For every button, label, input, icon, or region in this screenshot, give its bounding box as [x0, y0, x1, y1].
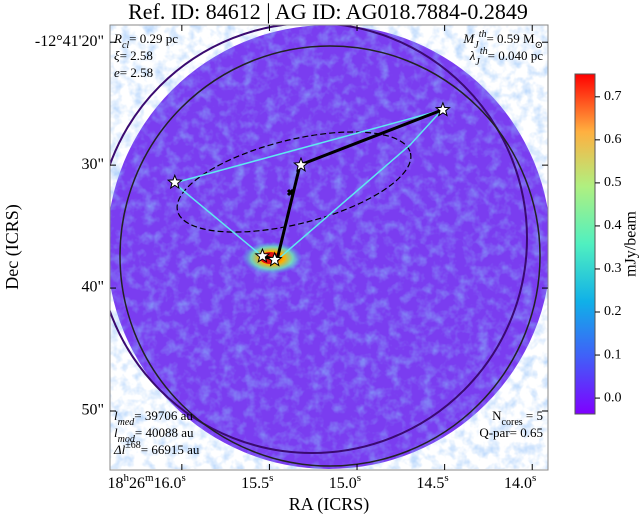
y-tick-label: -12°41'20": [35, 33, 104, 50]
annotation-part: M: [462, 31, 475, 46]
chart-title: Ref. ID: 84612 | AG ID: AG018.7884-0.284…: [128, 0, 528, 24]
annotation: Ncores = 5: [492, 408, 543, 428]
y-tick-label: 40": [81, 279, 104, 296]
annotation-part: cores: [502, 417, 523, 428]
x-axis-label: RA (ICRS): [289, 494, 370, 515]
core-marker: [266, 251, 283, 267]
colorbar-tick-label: 0.5: [604, 175, 622, 190]
annotation-part: Δl: [113, 442, 126, 457]
annotation-part: cl: [122, 40, 129, 51]
annotation-part: = 39706 au: [134, 408, 193, 423]
annotation-part: th: [479, 29, 487, 40]
annotation-part: l: [114, 425, 118, 440]
tick-unit: s: [532, 472, 536, 484]
x-tick-label: 18h26m16.0s: [107, 472, 185, 492]
annotation-part: med: [118, 417, 136, 428]
image: [110, 25, 548, 469]
annotation: Δl±68= 66915 au: [113, 440, 200, 457]
overlay: 18h26m16.0s 15.5s 15.0s 14.5s 14.0s-12°41'20…: [35, 25, 622, 492]
colorbar-tick-label: 0.1: [604, 347, 622, 362]
annotation: Q-par= 0.65: [479, 425, 543, 440]
tick-text: 16.0: [154, 475, 182, 492]
colorbar: [574, 73, 596, 415]
x-tick-label: 14.5s: [416, 472, 448, 492]
annotation-part: = 2.58: [120, 48, 153, 63]
colorbar-tick-label: 0.6: [604, 132, 622, 147]
annotation-part: ±68: [125, 440, 141, 451]
annotation-part: = 2.58: [120, 65, 153, 80]
tick-text: 15.0: [329, 475, 357, 492]
annotation: Rcl= 0.29 pc: [113, 31, 178, 51]
annotation-part: Q-par= 0.65: [479, 425, 543, 440]
annotation-part: mod: [118, 434, 136, 445]
plot-frame: [109, 24, 549, 471]
annotation-part: = 0.040 pc: [488, 48, 544, 63]
annotation-part: ξ: [114, 48, 120, 63]
y-tick-label: 30": [81, 156, 104, 173]
y-tick-label: 50": [81, 402, 104, 419]
annotation: lmod= 40088 au: [114, 425, 194, 445]
annotation: e= 2.58: [114, 65, 153, 80]
annotation: lmed= 39706 au: [114, 408, 193, 428]
annotation: ξ= 2.58: [114, 48, 153, 63]
annotation-part: l: [114, 408, 118, 423]
annotation-part: J: [475, 57, 480, 68]
annotation-part: = 40088 au: [135, 425, 194, 440]
annotation-part: th: [480, 46, 488, 57]
annotation-part: = 0.59 M: [486, 31, 535, 46]
annotation-part: = 66915 au: [141, 442, 200, 457]
annotation-part: e: [114, 65, 120, 80]
colorbar-tick-label: 0.7: [604, 89, 622, 104]
tick-unit: m: [145, 472, 154, 484]
annotation-part: ⊙: [535, 40, 543, 51]
annotation-part: = 5: [523, 408, 543, 423]
tick-unit: s: [269, 472, 273, 484]
core-marker: [254, 247, 271, 263]
x-tick-label: 14.0s: [504, 472, 536, 492]
tick-text: 18: [107, 475, 123, 492]
annotation-part: λ: [469, 48, 476, 63]
core-marker: [434, 101, 451, 117]
tick-text: 14.0: [504, 475, 532, 492]
tick-unit: h: [123, 472, 129, 484]
core-marker: [292, 156, 309, 172]
colorbar-label: mJy/beam: [623, 211, 640, 277]
colorbar-tick-label: 0.2: [604, 304, 622, 319]
tick-unit: s: [357, 472, 361, 484]
tick-unit: s: [182, 472, 186, 484]
annotation-part: = 0.29 pc: [129, 31, 178, 46]
x-tick-label: 15.0s: [329, 472, 361, 492]
tick-text: 14.5: [416, 475, 444, 492]
core-marker: [166, 173, 183, 190]
y-axis-label: Dec (ICRS): [2, 204, 23, 289]
annotation: λJth= 0.040 pc: [469, 46, 543, 68]
tick-text: 15.5: [241, 475, 269, 492]
annotation-part: R: [113, 31, 122, 46]
annotation: MJth= 0.59 M⊙: [462, 29, 543, 51]
colorbar-tick-label: 0.4: [604, 218, 622, 233]
annotation-part: J: [474, 40, 479, 51]
tick-text: 26: [129, 475, 145, 492]
colorbar-tick-label: 0.3: [604, 261, 622, 276]
tick-unit: s: [444, 472, 448, 484]
annotation-part: N: [492, 408, 502, 423]
colorbar-tick-label: 0.0: [604, 390, 622, 405]
x-tick-label: 15.5s: [241, 472, 273, 492]
